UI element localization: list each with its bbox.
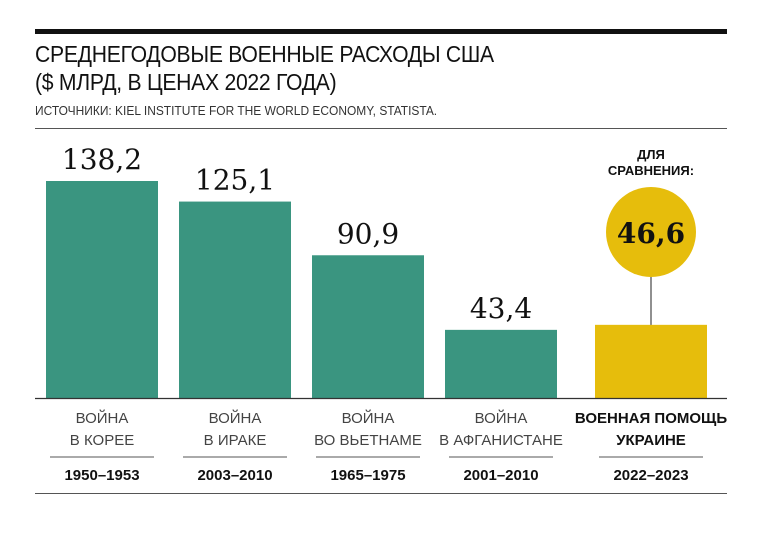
bar [595,324,707,398]
category-label: ВОЙНА [342,409,395,427]
category-label: УКРАИНЕ [616,432,686,449]
title-line: СРЕДНЕГОДОВЫЕ ВОЕННЫЕ РАСХОДЫ США [35,41,494,67]
category-label: ВОЙНА [475,409,528,427]
category-label: В КОРЕЕ [70,432,134,449]
comparison-label: СРАВНЕНИЯ: [608,163,694,178]
year-label: 1965–1975 [330,467,405,484]
year-label: 2001–2010 [463,467,538,484]
bar [179,201,291,398]
value-label: 90,9 [337,217,399,250]
bottom-rule [35,493,727,494]
bar [46,181,158,398]
value-label: 46,6 [617,217,685,250]
category-label: ВО ВЬЕТНАМЕ [314,432,422,449]
category-label: ВОЕННАЯ ПОМОЩЬ [575,410,727,427]
year-label: 2003–2010 [197,467,272,484]
year-label: 1950–1953 [64,467,139,484]
subtitle-line: ($ МЛРД, В ЦЕНАХ 2022 ГОДА) [35,69,337,95]
category-label: В ИРАКЕ [204,432,267,449]
category-label: ВОЙНА [209,409,262,427]
bar [445,329,557,398]
value-label: 43,4 [470,292,532,325]
source-note: ИСТОЧНИКИ: KIEL INSTITUTE FOR THE WORLD … [35,103,438,118]
top-rule [35,29,727,34]
highlight-circle [606,187,696,277]
comparison-label: ДЛЯ [637,147,665,162]
category-label: В АФГАНИСТАНЕ [439,432,563,449]
chart-title: СРЕДНЕГОДОВЫЕ ВОЕННЫЕ РАСХОДЫ США ($ МЛР… [35,40,494,96]
bar [312,255,424,398]
value-label: 138,2 [62,143,142,176]
year-label: 2022–2023 [613,467,688,484]
category-label: ВОЙНА [76,409,129,427]
value-label: 125,1 [195,164,275,197]
header-rule [35,128,727,129]
